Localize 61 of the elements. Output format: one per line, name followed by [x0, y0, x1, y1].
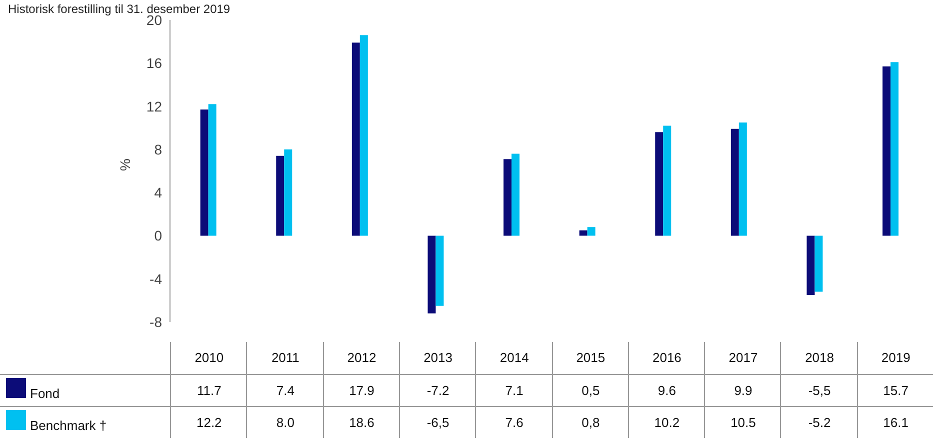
y-tick-label: 12	[146, 98, 162, 114]
bar	[276, 156, 284, 236]
bar	[200, 110, 208, 236]
data-label: 0,8	[552, 406, 629, 438]
data-label: 7.1	[475, 374, 552, 406]
bar	[352, 42, 360, 236]
bar	[890, 62, 899, 236]
legend-label: Benchmark †	[30, 418, 107, 433]
data-label: 17.9	[322, 374, 400, 406]
data-label: 7.6	[475, 406, 552, 438]
y-tick-label: 16	[146, 55, 162, 72]
bar	[730, 128, 739, 236]
bar	[814, 236, 823, 292]
data-label: 8.0	[246, 406, 324, 438]
bar	[663, 126, 672, 236]
bar	[738, 122, 747, 236]
data-label: 7.4	[246, 374, 324, 406]
data-label: 18.6	[322, 406, 400, 438]
y-tick-label: 0	[154, 228, 162, 244]
bar	[208, 104, 216, 236]
bar	[360, 35, 368, 236]
data-label: 12.2	[170, 406, 248, 438]
bar	[504, 159, 512, 236]
x-tick-label: 2016	[628, 342, 706, 374]
data-label: 0,5	[552, 374, 629, 406]
y-tick-label: 4	[154, 184, 162, 201]
data-label: -6,5	[398, 406, 476, 438]
bar	[806, 236, 815, 296]
x-tick-label: 2014	[475, 342, 552, 374]
data-label: -5,5	[780, 374, 858, 406]
x-tick-label: 2017	[704, 342, 782, 374]
bar	[512, 154, 520, 236]
x-tick-label: 2010	[170, 342, 248, 374]
data-label: 15.7	[856, 374, 933, 406]
data-label: -5.2	[780, 406, 858, 438]
data-label: 10.2	[628, 406, 706, 438]
bar	[882, 66, 891, 236]
data-label: -7.2	[398, 374, 476, 406]
x-tick-label: 2013	[398, 342, 476, 374]
x-tick-label: 2012	[322, 342, 400, 374]
bar	[655, 132, 664, 236]
y-tick-label: -8	[150, 314, 162, 330]
x-tick-label: 2011	[246, 342, 324, 374]
bar	[428, 236, 436, 314]
y-tick-label: -4	[150, 270, 162, 287]
bar	[284, 149, 292, 236]
x-tick-label: 2018	[780, 342, 858, 374]
data-label: 9.6	[628, 374, 706, 406]
legend-label: Fond	[30, 386, 60, 401]
data-label: 9.9	[704, 374, 782, 406]
y-axis-title: %	[116, 158, 133, 171]
bar	[436, 236, 444, 306]
bar	[579, 230, 588, 236]
chart-title: Historisk forestilling til 31. desember 2019	[8, 2, 230, 16]
y-tick-label: 8	[154, 141, 162, 158]
x-tick-label: 2019	[856, 342, 933, 374]
bar	[587, 227, 596, 236]
x-tick-label: 2015	[552, 342, 629, 374]
data-label: 10.5	[704, 406, 782, 438]
data-label: 16.1	[856, 406, 933, 438]
data-label: 11.7	[170, 374, 248, 406]
